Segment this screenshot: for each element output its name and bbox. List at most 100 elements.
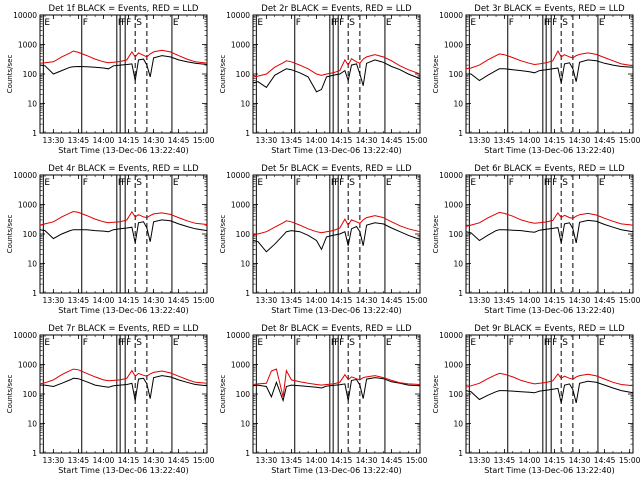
y-axis-label: Counts/sec	[219, 375, 227, 414]
x-tick-label: 14:45	[381, 136, 403, 145]
event-marker-label: E	[173, 338, 179, 348]
x-tick-label: 14:45	[381, 296, 403, 305]
x-tick-label: 13:30	[43, 456, 65, 465]
y-tick-label: 100	[236, 230, 251, 239]
plot-frame	[252, 14, 421, 134]
events-series-line	[465, 219, 634, 244]
plot-frame	[252, 174, 421, 294]
x-tick-label: 15:00	[406, 136, 428, 145]
event-marker-label: F	[509, 338, 514, 348]
y-tick-label: 1	[458, 129, 463, 138]
x-tick-label: 14:15	[331, 136, 353, 145]
event-marker-label: E	[44, 178, 50, 188]
panel-det-3: Det 3r BLACK = Events, RED = LLD 1 10 100 10…	[432, 4, 640, 155]
y-tick-label: 100	[449, 390, 464, 399]
x-tick-label: 14:00	[93, 456, 115, 465]
y-tick-label: 1	[245, 129, 250, 138]
x-tick-label: 14:45	[168, 296, 190, 305]
events-series-line	[252, 377, 421, 403]
plot-frame	[252, 334, 421, 454]
x-tick-label: 13:45	[68, 136, 90, 145]
event-marker-label: E	[599, 18, 605, 28]
x-axis-label: Start Time (13-Dec-06 13:22:40)	[58, 466, 189, 475]
x-tick-label: 15:00	[619, 136, 640, 145]
event-marker-label: F	[509, 178, 514, 188]
x-tick-label: 14:15	[118, 296, 140, 305]
y-tick-label: 10000	[13, 11, 37, 20]
event-marker-label: F	[509, 18, 514, 28]
lld-series-line	[39, 368, 208, 385]
x-tick-label: 13:30	[256, 456, 278, 465]
event-marker-label: F	[547, 18, 552, 28]
x-tick-label: 14:30	[569, 136, 591, 145]
y-tick-label: 10	[240, 100, 250, 109]
y-tick-label: 10	[240, 420, 250, 429]
x-tick-label: 14:00	[519, 296, 541, 305]
lld-series-line	[252, 215, 421, 236]
x-tick-label: 13:30	[43, 136, 65, 145]
y-tick-label: 10	[453, 260, 463, 269]
x-tick-label: 13:30	[469, 136, 491, 145]
lld-series-line	[39, 210, 208, 226]
event-marker-label: F	[552, 18, 557, 28]
x-tick-label: 14:45	[168, 136, 190, 145]
x-tick-label: 14:30	[569, 456, 591, 465]
event-marker-label: S	[136, 18, 142, 28]
x-tick-label: 14:45	[594, 456, 616, 465]
x-tick-label: 14:30	[143, 136, 165, 145]
events-series-line	[252, 59, 421, 93]
x-tick-label: 14:30	[143, 296, 165, 305]
y-tick-label: 1	[32, 289, 37, 298]
event-marker-label: E	[470, 178, 476, 188]
y-tick-label: 100	[236, 390, 251, 399]
y-tick-label: 10000	[13, 171, 37, 180]
events-series-line	[252, 222, 421, 253]
y-tick-label: 100	[449, 70, 464, 79]
event-marker-label: E	[386, 178, 392, 188]
event-marker-label: F	[126, 178, 131, 188]
lld-series-line	[252, 368, 421, 398]
event-marker-label: E	[257, 18, 263, 28]
x-axis-label: Start Time (13-Dec-06 13:22:40)	[484, 146, 615, 155]
panel-det-5: Det 5r BLACK = Events, RED = LLD 1 10 100 10…	[219, 164, 428, 315]
x-tick-label: 14:15	[118, 456, 140, 465]
y-tick-label: 1	[458, 289, 463, 298]
panel-det-4: Det 4r BLACK = Events, RED = LLD 1 10 100 10…	[6, 164, 215, 315]
event-marker-label: F	[339, 338, 344, 348]
y-tick-label: 1000	[231, 201, 250, 210]
y-tick-label: 1000	[18, 41, 37, 50]
panel-det-6: Det 6r BLACK = Events, RED = LLD 1 10 100 10…	[432, 164, 640, 315]
x-tick-label: 14:00	[519, 136, 541, 145]
panel-det-7: Det 7r BLACK = Events, RED = LLD 1 10 100 10…	[6, 324, 215, 475]
event-marker-label: E	[386, 18, 392, 28]
y-tick-label: 10	[453, 420, 463, 429]
y-tick-label: 100	[449, 230, 464, 239]
y-tick-label: 100	[236, 70, 251, 79]
lld-series-line	[252, 54, 421, 78]
y-tick-label: 1000	[444, 361, 463, 370]
event-marker-label: E	[386, 338, 392, 348]
y-tick-label: 10000	[439, 11, 463, 20]
x-tick-label: 14:15	[544, 296, 566, 305]
panel-title: Det 9r BLACK = Events, RED = LLD	[474, 324, 625, 334]
x-tick-label: 14:45	[594, 296, 616, 305]
x-tick-label: 14:15	[331, 296, 353, 305]
panel-title: Det 6r BLACK = Events, RED = LLD	[474, 164, 625, 174]
event-marker-label: S	[136, 178, 142, 188]
event-marker-label: F	[552, 338, 557, 348]
event-marker-label: S	[136, 338, 142, 348]
y-tick-label: 1000	[18, 361, 37, 370]
x-tick-label: 14:15	[331, 456, 353, 465]
plot-frame	[39, 174, 208, 294]
events-series-line	[40, 375, 208, 401]
event-marker-label: E	[470, 18, 476, 28]
y-axis-label: Counts/sec	[432, 375, 440, 414]
event-marker-label: F	[121, 338, 126, 348]
x-tick-label: 13:45	[281, 136, 303, 145]
x-tick-label: 14:30	[356, 456, 378, 465]
x-tick-label: 14:15	[544, 456, 566, 465]
x-tick-label: 14:30	[356, 296, 378, 305]
event-marker-label: F	[547, 178, 552, 188]
event-marker-label: F	[296, 178, 301, 188]
x-tick-label: 14:45	[381, 456, 403, 465]
